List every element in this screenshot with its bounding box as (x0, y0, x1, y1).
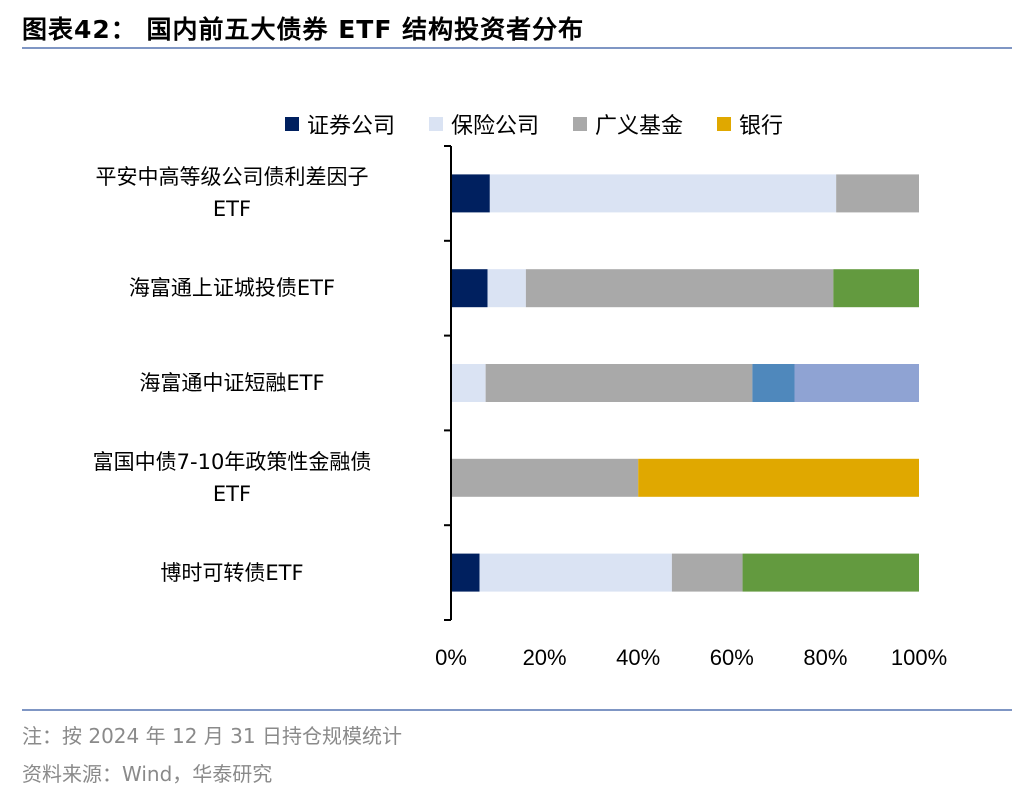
legend: 证券公司 保险公司 广义基金 银行 (285, 108, 783, 140)
legend-swatch (573, 117, 588, 131)
bar-segment (451, 174, 490, 213)
figure-title: 图表42： 国内前五大债券 ETF 结构投资者分布 (22, 15, 585, 44)
bar-segment (752, 364, 795, 402)
legend-item: 广义基金 (573, 108, 683, 140)
legend-item: 银行 (717, 108, 783, 140)
x-tick-label: 100% (891, 645, 947, 670)
legend-label: 广义基金 (595, 114, 684, 139)
bar-segment (451, 458, 639, 497)
category-label: 博时可转债ETF (160, 560, 304, 585)
bar-segment (833, 269, 919, 308)
bar-segment (489, 174, 837, 213)
x-tick-label: 0% (435, 645, 467, 670)
legend-swatch (717, 117, 732, 131)
bar-segment (836, 174, 919, 213)
bar-segment (451, 364, 486, 402)
footnote: 注：按 2024 年 12 月 31 日持仓规模统计 (22, 724, 402, 748)
legend-swatch (285, 117, 299, 131)
bottom-divider (22, 709, 1012, 711)
top-divider (22, 47, 1012, 49)
category-label: 平安中高等级公司债利差因子 ETF (95, 165, 369, 222)
bar-segment (671, 553, 743, 592)
legend-label: 银行 (739, 114, 784, 139)
legend-item: 保险公司 (429, 108, 539, 140)
x-tick-label: 80% (803, 645, 847, 670)
bar-segment (525, 269, 834, 308)
source-note: 资料来源：Wind，华泰研究 (22, 762, 273, 786)
bar-segment (451, 269, 488, 308)
category-label: 海富通上证城投债ETF (128, 276, 336, 301)
bar-segment (638, 458, 919, 497)
bar-segment (742, 553, 919, 592)
legend-label: 证券公司 (307, 114, 396, 139)
legend-item: 证券公司 (285, 108, 395, 140)
category-label: 富国中债7-10年政策性金融债 ETF (92, 449, 372, 506)
category-label: 海富通中证短融ETF (139, 371, 325, 395)
x-tick-label: 40% (616, 645, 660, 670)
bar-segment (794, 364, 919, 402)
x-tick-label: 20% (523, 645, 567, 670)
bar-segment (479, 553, 672, 592)
bar-segment (451, 553, 480, 592)
bar-segment (485, 364, 753, 402)
legend-label: 保险公司 (451, 114, 540, 139)
x-tick-label: 60% (710, 645, 754, 670)
chart: 0% 20% 40% 60% 80% 100% (435, 145, 947, 670)
legend-swatch (429, 117, 444, 131)
bar-segment (487, 269, 526, 308)
